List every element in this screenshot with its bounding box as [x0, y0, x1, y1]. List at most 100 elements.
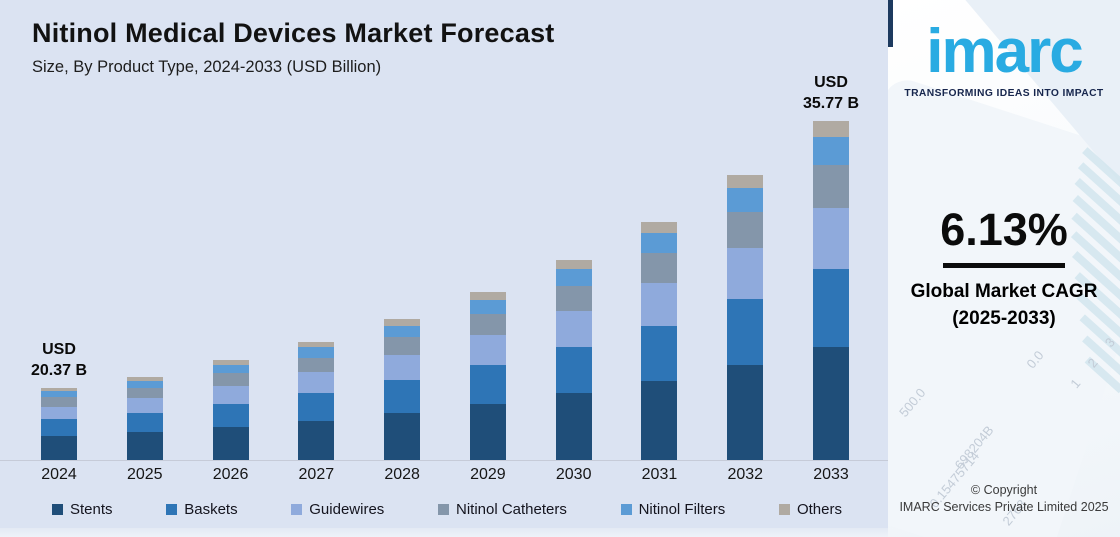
segment-guidewires-2025 [126, 398, 163, 414]
segment-baskets-2024 [41, 419, 77, 436]
legend-label-nitinol-catheters: Nitinol Catheters [455, 501, 567, 518]
cagr-underline [943, 263, 1065, 268]
segment-others-2024 [41, 388, 77, 392]
copyright: © Copyright IMARC Services Private Limit… [888, 482, 1120, 516]
legend-label-baskets: Baskets [184, 501, 238, 518]
segment-nitinol-catheters-2027 [298, 357, 335, 373]
segment-nitinol-catheters-2032 [727, 212, 764, 249]
x-axis-label-2025: 2025 [126, 466, 163, 483]
segment-others-2027 [298, 342, 335, 348]
segment-nitinol-filters-2030 [555, 269, 592, 287]
legend-swatch-guidewires [291, 504, 303, 515]
x-axis-label-2029: 2029 [470, 466, 506, 483]
x-axis-label-2030: 2030 [555, 466, 592, 483]
bar-2032 [727, 175, 764, 460]
legend-item-nitinol-filters: Nitinol Filters [620, 501, 726, 518]
segment-nitinol-catheters-2025 [126, 387, 163, 399]
bar-2031 [641, 222, 678, 460]
segment-guidewires-2033 [813, 208, 850, 269]
segment-stents-2033 [813, 346, 850, 460]
imarc-logo: imarc TRANSFORMING IDEAS INTO IMPACT [888, 17, 1120, 100]
segment-baskets-2031 [641, 325, 678, 381]
bar-2024 [41, 388, 77, 460]
segment-stents-2032 [727, 364, 764, 460]
segment-nitinol-filters-2024 [41, 391, 77, 398]
segment-guidewires-2031 [641, 283, 678, 326]
segment-stents-2025 [126, 432, 163, 460]
segment-guidewires-2027 [298, 372, 335, 394]
segment-baskets-2029 [469, 365, 506, 404]
x-axis-label-2027: 2027 [298, 466, 335, 483]
bar-2027 [298, 342, 335, 460]
segment-stents-2029 [469, 403, 506, 460]
segment-guidewires-2032 [727, 248, 764, 300]
imarc-logo-text: imarc [926, 17, 1083, 86]
legend-swatch-others [778, 504, 790, 515]
segment-others-2032 [727, 175, 764, 189]
segment-others-2030 [555, 260, 592, 270]
segment-guidewires-2029 [469, 335, 506, 366]
bar-2030 [555, 260, 592, 460]
legend-item-nitinol-catheters: Nitinol Catheters [437, 501, 567, 518]
segment-guidewires-2028 [384, 355, 421, 381]
chart-legend: Stents Baskets Guidewires Nitinol Catheters… [52, 501, 842, 518]
cagr-label: Global Market CAGR [910, 281, 1098, 302]
cagr-years: (2025-2033) [952, 308, 1056, 329]
page-title: Nitinol Medical Devices Market Forecast [32, 18, 555, 48]
segment-stents-2024 [41, 435, 77, 460]
legend-swatch-stents [52, 504, 63, 515]
segment-nitinol-catheters-2024 [41, 397, 77, 407]
segment-nitinol-catheters-2026 [212, 373, 249, 386]
segment-nitinol-filters-2033 [813, 136, 850, 166]
sidebar-accent-sliver [888, 0, 893, 47]
segment-guidewires-2024 [41, 406, 77, 420]
x-axis-line [0, 460, 888, 461]
x-axis-label-2031: 2031 [641, 466, 678, 483]
segment-others-2026 [212, 360, 249, 365]
segment-others-2025 [126, 377, 163, 381]
brand-sidebar: 500.0 0.0 1 2 3 4 698204B 0.15475714 276… [888, 0, 1120, 537]
segment-nitinol-catheters-2031 [641, 253, 678, 284]
chart-panel: Nitinol Medical Devices Market Forecast … [0, 0, 888, 537]
legend-label-nitinol-filters: Nitinol Filters [638, 501, 726, 518]
value-label-2033: USD 35.77 B [802, 74, 860, 112]
cagr-value: 6.13% [940, 204, 1068, 255]
copyright-line2: IMARC Services Private Limited 2025 [899, 500, 1109, 514]
bar-2029 [469, 292, 506, 460]
x-axis-label-2032: 2032 [727, 466, 764, 483]
segment-stents-2030 [555, 393, 592, 460]
copyright-line1: © Copyright [970, 483, 1038, 497]
segment-guidewires-2030 [555, 311, 592, 348]
segment-nitinol-filters-2026 [212, 364, 249, 374]
segment-baskets-2030 [555, 347, 592, 394]
segment-nitinol-filters-2027 [298, 347, 335, 358]
legend-label-others: Others [796, 501, 842, 518]
legend-label-guidewires: Guidewires [309, 501, 385, 518]
legend-swatch-nitinol-catheters [437, 504, 449, 515]
segment-guidewires-2026 [212, 385, 249, 404]
x-axis-label-2026: 2026 [212, 466, 249, 483]
segment-nitinol-catheters-2029 [469, 314, 506, 336]
segment-nitinol-catheters-2028 [384, 337, 421, 356]
plot-area: 2024 2025 2026 2027 2028 2029 2030 2031 2032 2033… [0, 74, 888, 483]
legend-item-others: Others [778, 501, 842, 518]
segment-stents-2026 [212, 426, 249, 460]
segment-baskets-2033 [813, 268, 850, 347]
legend-swatch-baskets [166, 504, 178, 515]
segment-nitinol-catheters-2030 [555, 286, 592, 312]
legend-swatch-nitinol-filters [620, 504, 632, 515]
segment-nitinol-filters-2028 [384, 325, 421, 338]
segment-others-2031 [641, 222, 678, 233]
x-axis-label-2033: 2033 [813, 466, 849, 483]
segment-stents-2031 [641, 380, 678, 460]
legend-item-baskets: Baskets [166, 501, 238, 518]
segment-others-2033 [813, 121, 850, 137]
segment-stents-2027 [298, 420, 335, 460]
segment-stents-2028 [384, 412, 421, 460]
segment-baskets-2026 [212, 403, 249, 427]
segment-nitinol-catheters-2033 [813, 165, 850, 209]
segment-nitinol-filters-2031 [641, 232, 678, 254]
bottom-strip [0, 528, 888, 537]
segment-baskets-2028 [384, 380, 421, 413]
x-axis-label-2024: 2024 [41, 466, 77, 483]
